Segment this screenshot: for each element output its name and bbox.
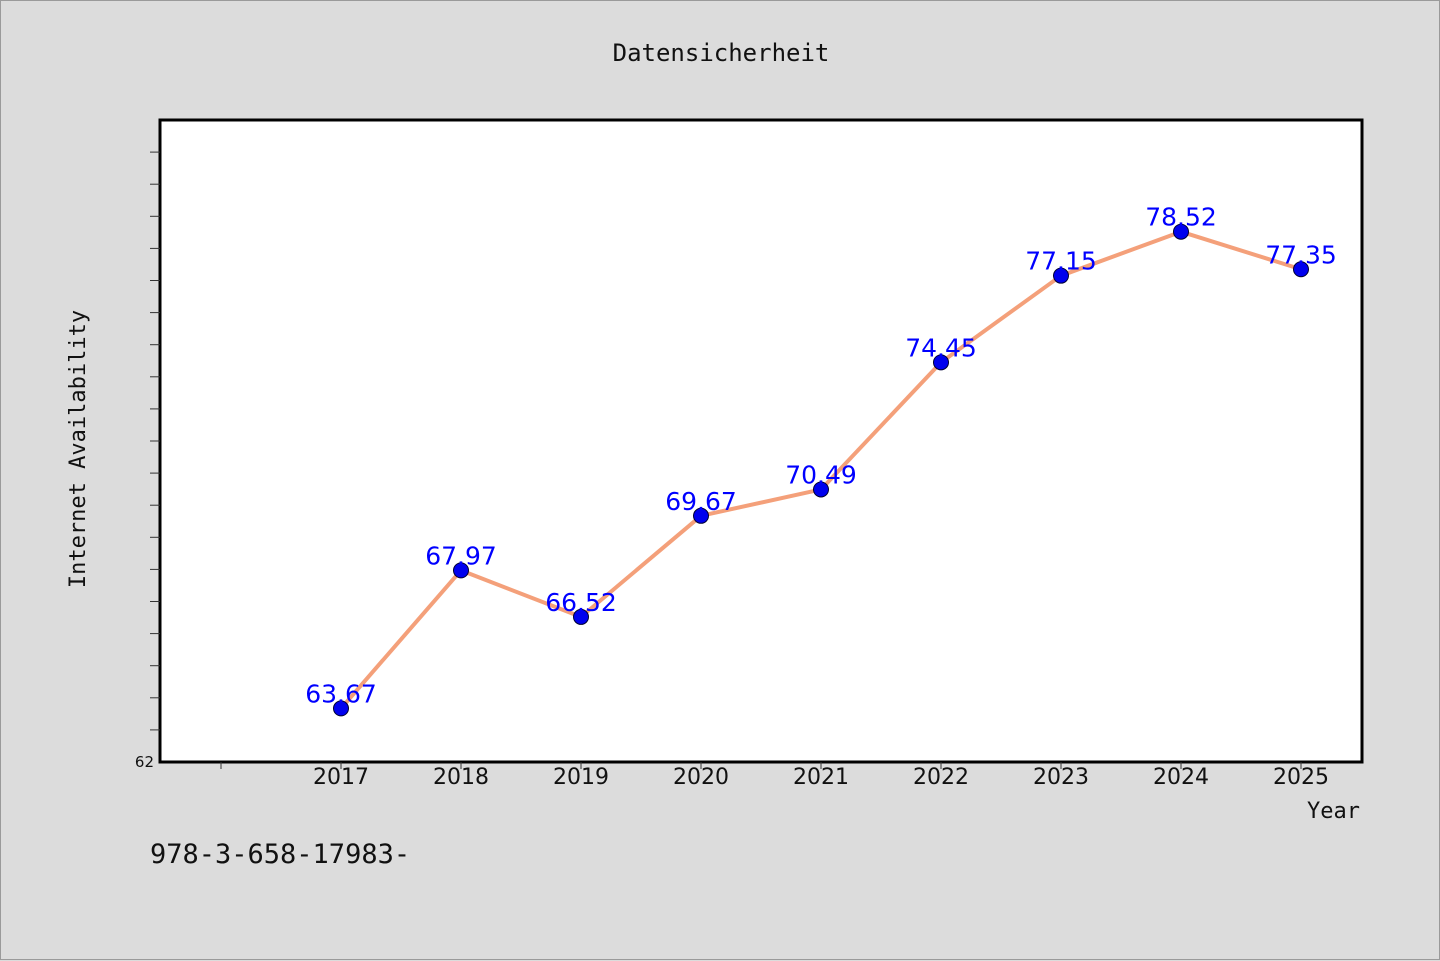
x-axis-ticks: 2017 2018 2019 2020 2021 2022 2023 2024 2025 <box>220 762 1329 790</box>
x-axis-label: Year <box>1307 799 1360 824</box>
x-tick-label: 2021 <box>793 765 849 790</box>
data-label: 77.35 <box>1265 240 1337 269</box>
x-tick-label: 2022 <box>913 765 969 790</box>
data-point <box>1053 267 1069 284</box>
x-tick-label: 2020 <box>673 765 729 790</box>
data-point <box>453 562 469 579</box>
x-tick-label: 2025 <box>1273 765 1329 790</box>
data-point <box>693 507 709 524</box>
data-point <box>333 700 349 717</box>
x-tick-label: 2024 <box>1153 765 1209 790</box>
x-tick-label: 2017 <box>313 765 369 790</box>
data-label: 74.45 <box>905 333 977 362</box>
data-point <box>573 608 589 625</box>
data-point <box>1173 223 1189 240</box>
data-label: 66.52 <box>545 588 617 617</box>
footnote-text: 978-3-658-17983- <box>150 839 410 870</box>
data-series: 63.67 67.97 66.52 69.67 70.49 74.45 77.15 78.52… <box>305 203 1337 717</box>
x-tick-label: 2019 <box>553 765 609 790</box>
data-label: 70.49 <box>785 460 857 489</box>
data-label: 67.97 <box>425 541 497 570</box>
data-point <box>933 354 949 371</box>
data-label: 63.67 <box>305 679 377 708</box>
data-point <box>1293 261 1309 278</box>
y-axis-label: Internet Availability <box>66 310 91 588</box>
data-label: 77.15 <box>1025 247 1097 276</box>
data-label: 69.67 <box>665 487 737 516</box>
plot-area <box>158 118 1364 764</box>
y-tick-label: 62 <box>135 753 154 771</box>
x-tick-label: 2023 <box>1033 765 1089 790</box>
data-point <box>813 481 829 498</box>
x-tick-label: 2018 <box>433 765 489 790</box>
chart-title: Datensicherheit <box>613 39 830 67</box>
y-axis-ticks: 62 <box>135 151 160 771</box>
data-label: 78.52 <box>1145 203 1217 232</box>
